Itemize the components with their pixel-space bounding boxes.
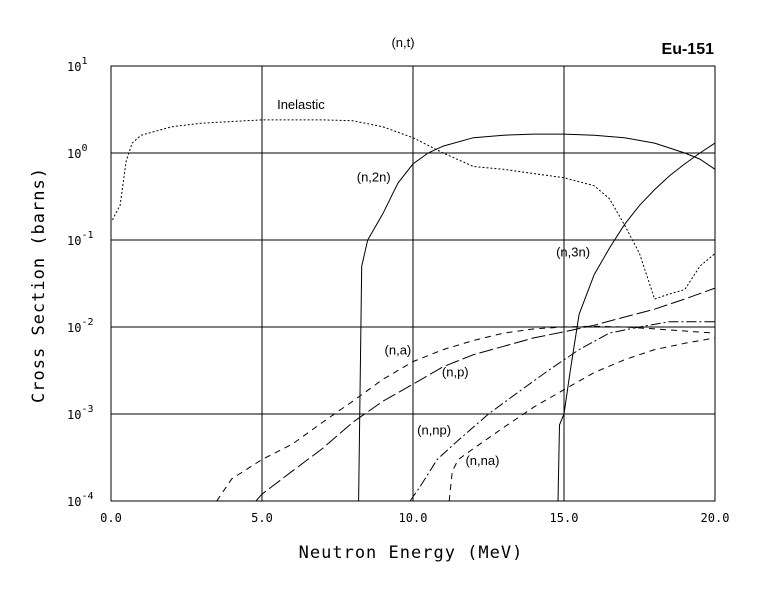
series-label: Inelastic [277, 97, 325, 112]
x-tick-label: 15.0 [550, 511, 579, 525]
series-label: (n,3n) [556, 244, 590, 259]
y-tick-label: 10-4 [67, 491, 94, 509]
series-label: (n,a) [385, 343, 412, 358]
series-labels: Inelastic (n,2n) (n,3n) (n,a) (n,p) (n,np) (n,… [277, 97, 590, 468]
series-label: (n,2n) [357, 170, 391, 185]
y-tick-label: 10-1 [67, 230, 94, 248]
y-tick-label: 10-3 [67, 404, 94, 422]
series-line-n-2n [358, 133, 716, 502]
x-tick-label: 10.0 [399, 511, 428, 525]
nuclide-badge: Eu-151 [662, 41, 715, 58]
series-line-n-p [255, 287, 716, 502]
series-label: (n,p) [442, 364, 469, 379]
y-tick-label: 101 [67, 56, 87, 74]
chart-title: (n,t) [391, 35, 414, 50]
x-tick-label: 20.0 [701, 511, 730, 525]
series-lines [112, 119, 716, 502]
x-axis-title: Neutron Energy (MeV) [299, 543, 524, 563]
tick-labels: 0.0 5.0 10.0 15.0 20.0 10-4 10-3 10-2 10-1 100 101 [67, 56, 729, 525]
x-tick-label: 0.0 [100, 511, 122, 525]
x-tick-label: 5.0 [251, 511, 273, 525]
series-line-n-np [409, 321, 715, 502]
series-line-inelastic [112, 119, 716, 300]
series-line-n-3n [557, 142, 716, 502]
plot-frame [110, 65, 716, 502]
y-axis-title: Cross Section (barns) [29, 167, 49, 403]
series-line-n-a [216, 325, 716, 502]
y-tick-label: 10-2 [67, 317, 94, 335]
y-tick-label: 100 [67, 143, 87, 161]
series-label: (n,np) [417, 423, 451, 438]
series-label: (n,na) [465, 453, 499, 468]
